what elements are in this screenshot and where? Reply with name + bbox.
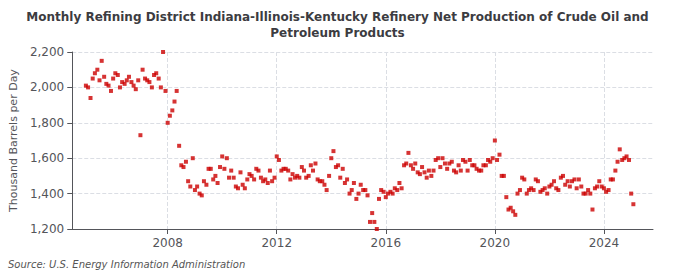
- svg-text:Thousand Barrels per Day: Thousand Barrels per Day: [7, 69, 20, 213]
- svg-text:2,000: 2,000: [30, 80, 64, 94]
- svg-text:2008: 2008: [152, 236, 183, 250]
- svg-text:1,200: 1,200: [30, 222, 64, 236]
- svg-text:2024: 2024: [589, 236, 620, 250]
- svg-text:2016: 2016: [371, 236, 402, 250]
- svg-text:Petroleum Products: Petroleum Products: [270, 26, 404, 40]
- svg-text:Monthly Refining District Indi: Monthly Refining District Indiana-Illino…: [26, 10, 648, 24]
- svg-text:2,200: 2,200: [30, 45, 64, 59]
- svg-text:2020: 2020: [480, 236, 511, 250]
- svg-text:Source: U.S. Energy Informatio: Source: U.S. Energy Information Administ…: [8, 259, 245, 270]
- svg-text:1,800: 1,800: [30, 116, 64, 130]
- svg-text:2012: 2012: [261, 236, 292, 250]
- svg-text:1,400: 1,400: [30, 187, 64, 201]
- svg-text:1,600: 1,600: [30, 151, 64, 165]
